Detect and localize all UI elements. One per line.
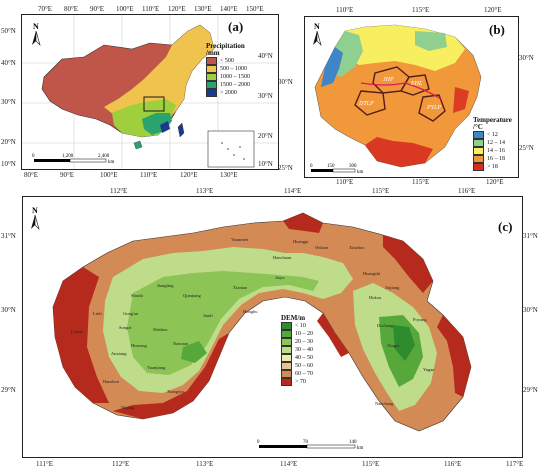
svg-text:Hukou: Hukou <box>369 295 382 300</box>
svg-text:Jianli: Jianli <box>203 313 213 318</box>
panel-b-temperature: JHP DTLP EHL PYLP N 0 150 300 km (b) Tem… <box>304 16 519 178</box>
svg-text:0: 0 <box>310 164 313 169</box>
place-names: Yuanmen Hanchuan Jiangling Shashi Qianji… <box>71 237 435 410</box>
region-label-dtlp: DTLP <box>358 101 374 107</box>
svg-text:Xiantao: Xiantao <box>233 285 248 290</box>
precipitation-legend: Precipitation /mm < 500 500 – 1000 1000 … <box>206 42 250 97</box>
panel-a-china-precipitation: N 0 1,200 2,400 km (a) Precipitation /mm… <box>21 14 279 170</box>
svg-text:Honghu: Honghu <box>243 309 258 314</box>
svg-text:Hanchuan: Hanchuan <box>273 255 292 260</box>
dem-highland-southwest <box>113 333 229 419</box>
north-arrow-b <box>313 30 322 47</box>
temperature-map: JHP DTLP EHL PYLP N 0 150 300 km <box>310 22 482 175</box>
south-china-sea-inset <box>207 130 255 168</box>
svg-text:Shishou: Shishou <box>153 327 168 332</box>
region-label-jhp: JHP <box>383 77 394 83</box>
svg-text:Huarong: Huarong <box>131 343 147 348</box>
svg-text:300: 300 <box>349 164 357 169</box>
svg-text:km: km <box>357 170 364 175</box>
svg-text:Xingzi: Xingzi <box>387 343 400 348</box>
svg-text:Jiujiang: Jiujiang <box>385 285 400 290</box>
svg-text:Yuanjiang: Yuanjiang <box>147 365 166 370</box>
region-label-ehl: EHL <box>410 81 423 87</box>
svg-text:Lixian: Lixian <box>71 329 83 334</box>
dem-poyang-lake <box>393 325 415 361</box>
svg-text:Nanxian: Nanxian <box>173 341 189 346</box>
temp-under-12-west <box>321 47 343 87</box>
svg-text:Yiyang: Yiyang <box>121 405 135 410</box>
svg-text:Duchang: Duchang <box>377 323 394 328</box>
svg-text:Shashi: Shashi <box>131 293 144 298</box>
dem-highland-east <box>437 315 471 397</box>
svg-text:70: 70 <box>303 440 309 445</box>
svg-text:Wuhan: Wuhan <box>315 245 329 250</box>
dem-map: N 0 70 140 km Yuanmen Hanchuan Jiangling… <box>31 206 472 451</box>
taiwan-island <box>177 122 185 138</box>
svg-text:Huangpi: Huangpi <box>293 239 309 244</box>
svg-text:2,400: 2,400 <box>98 154 110 159</box>
temp-12-14-north-patch <box>415 31 447 51</box>
svg-text:0: 0 <box>32 154 35 159</box>
china-500-1000-region <box>104 25 214 121</box>
dem-highland-center <box>317 313 349 357</box>
china-over-2000-region <box>160 121 170 133</box>
svg-text:Xiangyin: Xiangyin <box>167 389 184 394</box>
svg-text:km: km <box>357 446 364 451</box>
dem-legend: DEM/m < 10 10 – 20 20 – 30 30 – 40 40 – … <box>281 314 313 386</box>
dem-lake-area <box>181 341 207 363</box>
svg-text:1,200: 1,200 <box>62 154 74 159</box>
temperature-legend: Temperature /°C < 12 12 – 14 14 – 16 16 … <box>473 116 512 171</box>
svg-text:Anxiang: Anxiang <box>111 351 127 356</box>
north-arrow-a <box>32 30 41 47</box>
scale-bar-a <box>34 158 107 163</box>
svg-text:Yugan: Yugan <box>423 367 435 372</box>
study-area-box <box>143 96 165 112</box>
region-label-pylp: PYLP <box>426 105 441 111</box>
north-arrow-c <box>31 214 40 231</box>
north-label-c: N <box>32 206 38 215</box>
dtlp-outline <box>354 90 386 116</box>
panel-c-label: (c) <box>498 219 513 234</box>
dem-highland-west <box>53 267 109 403</box>
svg-text:Huangshi: Huangshi <box>363 271 381 276</box>
svg-text:140: 140 <box>349 440 357 445</box>
north-label-b: N <box>314 22 320 31</box>
pylp-outline <box>418 94 446 122</box>
north-label-a: N <box>33 22 39 31</box>
china-precipitation-map: N 0 1,200 2,400 km <box>22 15 278 169</box>
svg-text:Linli: Linli <box>93 311 102 316</box>
ehl-outline <box>399 74 430 96</box>
svg-text:Poyang: Poyang <box>413 317 427 322</box>
svg-text:km: km <box>108 160 115 165</box>
panel-a-label: (a) <box>228 19 244 34</box>
dem-plain-inner <box>127 271 319 375</box>
svg-text:Songzi: Songzi <box>119 325 132 330</box>
svg-text:Qianjiang: Qianjiang <box>183 293 201 298</box>
scale-bar-c <box>259 444 356 449</box>
temp-over-18-south <box>365 137 433 167</box>
svg-text:Gong'an: Gong'an <box>123 311 139 316</box>
svg-text:0: 0 <box>257 440 260 445</box>
svg-text:Hanshou: Hanshou <box>103 379 120 384</box>
scale-bar-b <box>311 168 356 173</box>
svg-text:Nanchang: Nanchang <box>375 401 394 406</box>
temp-over-18-east <box>453 87 469 113</box>
panel-b-label: (b) <box>489 22 505 37</box>
hainan-island <box>133 140 143 150</box>
svg-text:Jiangling: Jiangling <box>157 283 174 288</box>
svg-text:Xinzhou: Xinzhou <box>349 245 365 250</box>
svg-text:Yuanmen: Yuanmen <box>231 237 249 242</box>
dem-highland-north <box>283 213 323 233</box>
svg-text:150: 150 <box>327 164 335 169</box>
dem-highland-northeast <box>383 235 433 293</box>
svg-text:Jiayu: Jiayu <box>275 275 285 280</box>
yangtze-river <box>360 82 442 100</box>
panel-c-dem: N 0 70 140 km Yuanmen Hanchuan Jiangling… <box>22 196 523 458</box>
